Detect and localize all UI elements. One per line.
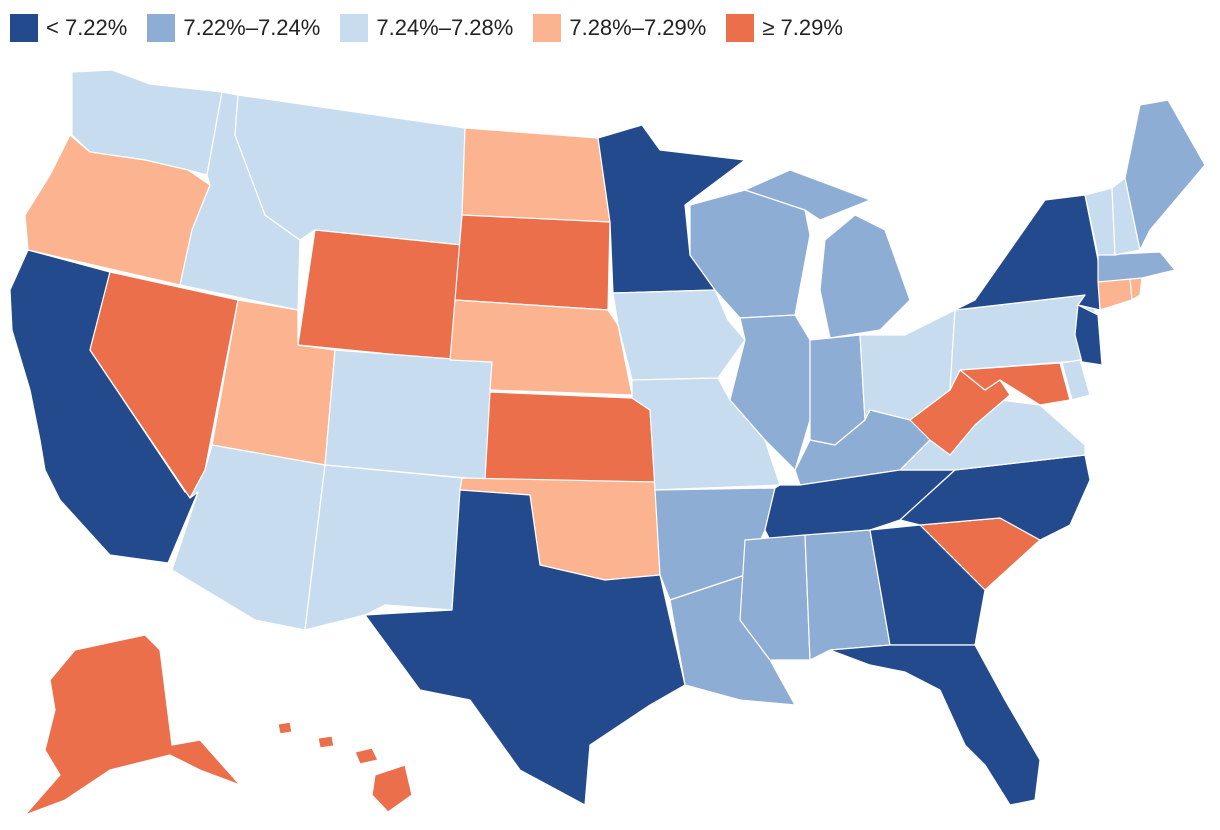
state-MD[interactable] [959, 362, 1071, 406]
state-SD[interactable] [454, 214, 611, 311]
legend-label: 7.28%–7.29% [569, 15, 707, 40]
state-MI[interactable] [819, 214, 911, 339]
state-WA[interactable] [71, 69, 223, 176]
legend-swatch [726, 14, 755, 42]
legend-item-3: 7.24%–7.28% [340, 14, 513, 42]
state-CT[interactable] [1097, 277, 1133, 311]
state-RI[interactable] [1129, 277, 1143, 301]
state-AK[interactable] [24, 634, 241, 816]
legend-item-4: 7.28%–7.29% [533, 14, 706, 42]
legend-item-1: < 7.22% [10, 14, 127, 42]
state-GA[interactable] [869, 524, 986, 646]
legend: < 7.22% 7.22%–7.24% 7.24%–7.28% 7.28%–7.… [10, 12, 863, 44]
state-WY[interactable] [297, 229, 463, 361]
state-HI[interactable] [371, 764, 413, 813]
legend-label: 7.24%–7.28% [376, 15, 514, 40]
state-NJ[interactable] [1074, 304, 1103, 366]
legend-swatch [340, 14, 369, 42]
state-FL[interactable] [829, 644, 1041, 806]
state-MS[interactable] [739, 534, 811, 661]
state-HI-maui[interactable] [354, 747, 379, 765]
state-MI-UP[interactable] [744, 169, 871, 221]
state-NM[interactable] [304, 464, 463, 631]
legend-swatch [10, 14, 38, 42]
state-TN[interactable] [764, 469, 956, 541]
state-ND[interactable] [461, 127, 611, 223]
state-CO[interactable] [324, 349, 493, 481]
state-ME[interactable] [1124, 99, 1206, 251]
legend-swatch [533, 14, 562, 42]
state-KS[interactable] [484, 391, 656, 483]
legend-item-2: 7.22%–7.24% [147, 14, 320, 42]
legend-label: 7.22%–7.24% [183, 15, 321, 40]
legend-item-5: ≥ 7.29% [726, 14, 843, 42]
legend-label: < 7.22% [46, 15, 128, 40]
state-IA[interactable] [612, 289, 746, 381]
state-MN[interactable] [597, 124, 746, 294]
state-MA[interactable] [1097, 251, 1176, 283]
state-NY[interactable] [954, 194, 1101, 311]
state-DE[interactable] [1061, 359, 1091, 401]
state-HI-oahu[interactable] [317, 735, 335, 749]
state-HI-kauai[interactable] [277, 721, 293, 735]
legend-swatch [147, 14, 176, 42]
state-TX[interactable] [364, 489, 686, 806]
state-NC[interactable] [899, 454, 1091, 541]
state-NE[interactable] [449, 299, 633, 396]
legend-label: ≥ 7.29% [762, 15, 843, 40]
